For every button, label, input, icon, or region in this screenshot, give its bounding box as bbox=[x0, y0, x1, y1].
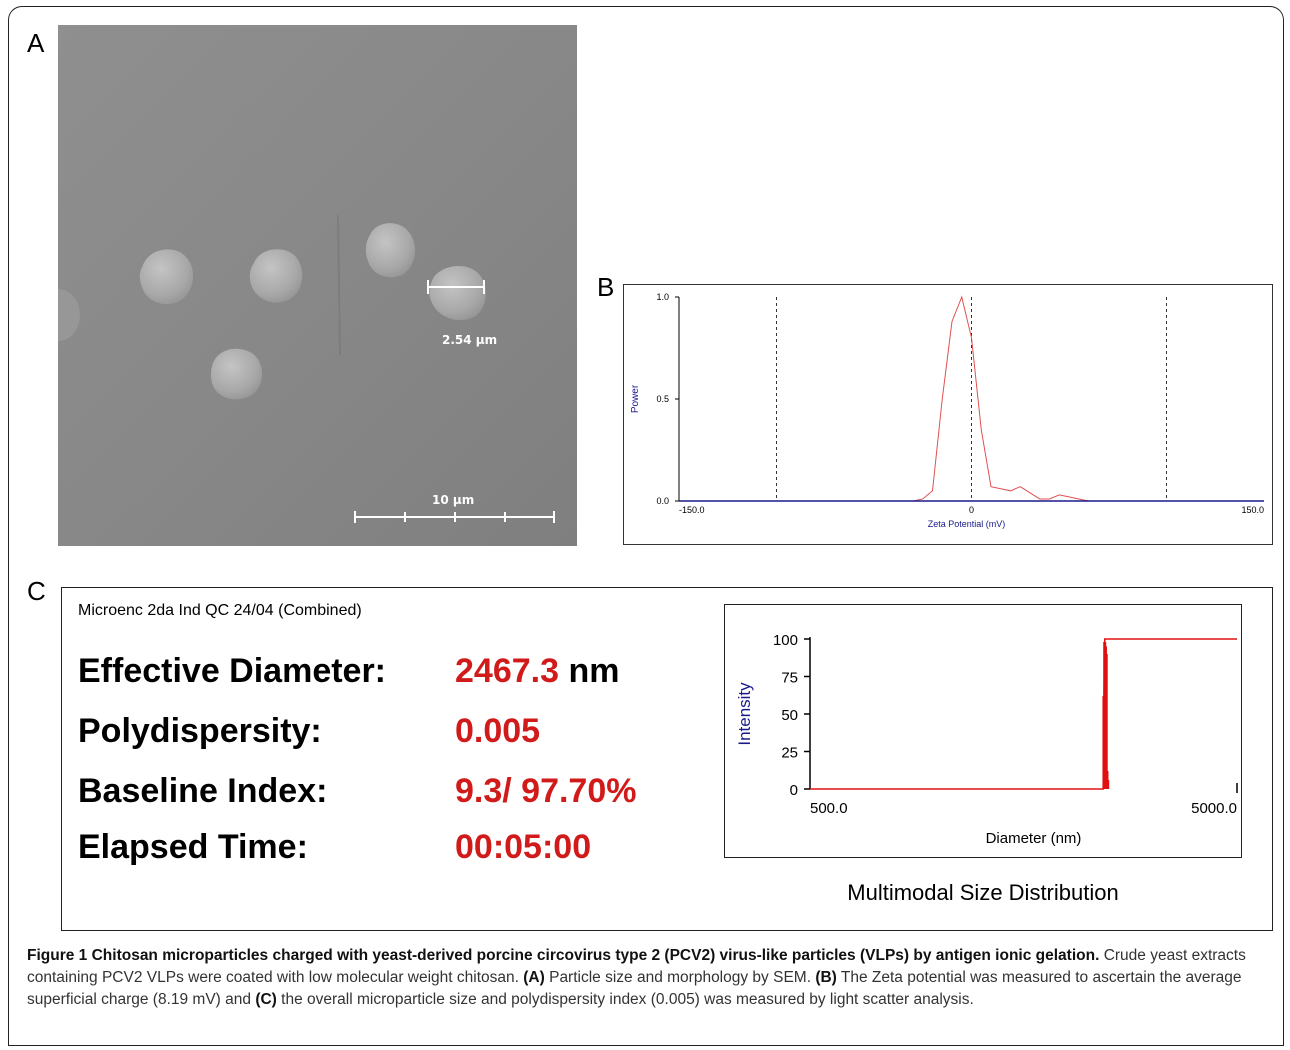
x-tick-label: 0 bbox=[969, 505, 974, 515]
x-axis-title: Zeta Potential (mV) bbox=[928, 519, 1006, 529]
caption-ref-c: (C) bbox=[255, 991, 277, 1008]
panel-a-letter: A bbox=[27, 28, 45, 58]
caption-text-1: Crude yeast extracts containing PCV2 VLP… bbox=[27, 947, 1246, 986]
particle bbox=[365, 223, 416, 278]
metric-label-elapsed-time: Elapsed Time: bbox=[78, 828, 308, 866]
y-tick-label: 50 bbox=[781, 707, 798, 724]
metric-label-baseline-index: Baseline Index: bbox=[78, 772, 328, 810]
x-tick-label: -150.0 bbox=[679, 505, 705, 515]
size-distribution-title: Multimodal Size Distribution bbox=[847, 880, 1119, 905]
x-tick-label: 500.0 bbox=[810, 800, 848, 817]
x-tick-label: 5000.0 bbox=[1191, 800, 1237, 817]
y-tick-label: 1.0 bbox=[656, 292, 669, 302]
zeta-chart-canvas: 0.0 0.5 1.0 Power -150.0 0 150.0 Zeta Potential… bbox=[630, 292, 1264, 529]
caption-ref-a: (A) bbox=[523, 969, 545, 986]
effective-diameter-unit: nm bbox=[568, 652, 620, 690]
distribution-bar bbox=[1104, 654, 1108, 789]
particle bbox=[139, 249, 194, 305]
figure-caption: Figure 1 Chitosan microparticles charged… bbox=[27, 945, 1267, 1011]
y-tick-label: 25 bbox=[781, 745, 798, 762]
metric-value-elapsed-time: 00:05:00 bbox=[455, 828, 592, 866]
metric-value-effective-diameter: 2467.3 nm bbox=[455, 652, 619, 691]
panel-b-letter: B bbox=[597, 272, 615, 302]
size-distribution-canvas: 0 25 50 75 100 Intensity 500.0 5000.0 Diameter (… bbox=[735, 632, 1238, 847]
y-tick-label: 0 bbox=[790, 782, 798, 799]
cumulative-series-line bbox=[810, 638, 1237, 790]
y-tick-label: 100 bbox=[773, 632, 798, 649]
y-tick-label: 0.5 bbox=[656, 394, 669, 404]
x-tick-label: 150.0 bbox=[1241, 505, 1264, 515]
report-title: Microenc 2da Ind QC 24/04 (Combined) bbox=[78, 602, 362, 619]
y-tick-label: 75 bbox=[781, 670, 798, 687]
particle bbox=[429, 266, 486, 321]
sem-image-drawing bbox=[58, 25, 577, 546]
particle-measure-label: 2.54 µm bbox=[442, 333, 498, 347]
particle bbox=[58, 289, 80, 341]
caption-text-4: the overall microparticle size and polyd… bbox=[276, 991, 974, 1008]
caption-title: Figure 1 Chitosan microparticles charged… bbox=[27, 947, 1100, 964]
particle-size-report: Microenc 2da Ind QC 24/04 (Combined) Eff… bbox=[61, 587, 1273, 931]
particle bbox=[249, 249, 303, 303]
particle bbox=[210, 348, 263, 400]
y-axis-title: Intensity bbox=[735, 682, 754, 746]
y-tick-label: 0.0 bbox=[656, 496, 669, 506]
caption-text-3: The Zeta potential was measured to ascer… bbox=[27, 969, 1242, 1008]
metric-label-effective-diameter: Effective Diameter: bbox=[78, 652, 387, 690]
scale-bar bbox=[354, 511, 555, 523]
metric-label-polydispersity: Polydispersity: bbox=[78, 712, 322, 750]
effective-diameter-number: 2467.3 bbox=[455, 652, 559, 690]
particle-measure-marker bbox=[427, 280, 485, 294]
size-distribution-chart: 0 25 50 75 100 Intensity 500.0 5000.0 Diameter (… bbox=[724, 604, 1242, 858]
distribution-bar bbox=[1106, 780, 1110, 789]
sem-micrograph: 2.54 µm 10 µm bbox=[58, 25, 577, 546]
scale-bar-label: 10 µm bbox=[432, 493, 475, 507]
caption-ref-b: (B) bbox=[815, 969, 837, 986]
metric-value-baseline-index: 9.3/ 97.70% bbox=[455, 772, 637, 810]
zeta-potential-chart: 0.0 0.5 1.0 Power -150.0 0 150.0 Zeta Potential… bbox=[623, 284, 1273, 545]
x-axis-title: Diameter (nm) bbox=[986, 830, 1082, 847]
panel-c-letter: C bbox=[27, 576, 46, 606]
y-axis-title: Power bbox=[630, 384, 641, 413]
caption-text-2: Particle size and morphology by SEM. bbox=[544, 969, 816, 986]
metric-value-polydispersity: 0.005 bbox=[455, 712, 541, 750]
